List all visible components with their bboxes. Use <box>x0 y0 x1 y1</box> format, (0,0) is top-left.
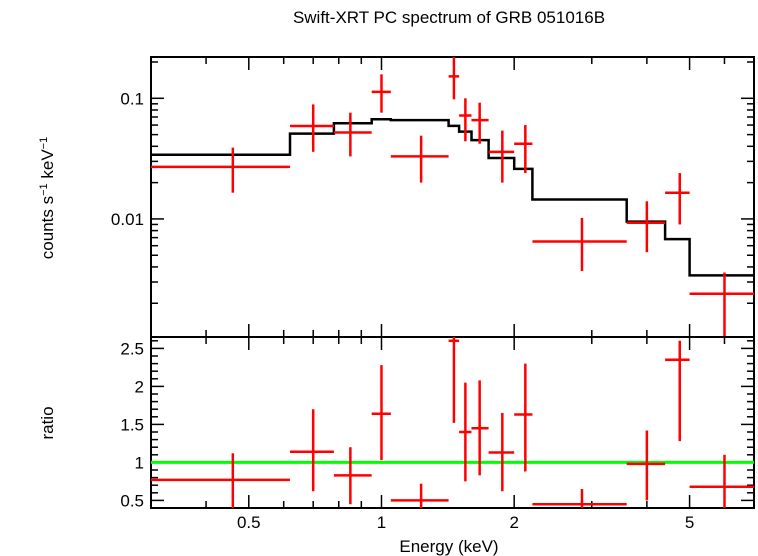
spectrum-data-point <box>689 272 754 337</box>
x-tick-label: 2 <box>509 513 518 532</box>
ratio-y-tick-label: 2 <box>135 377 144 396</box>
ratio-y-tick-label: 1.5 <box>120 415 144 434</box>
ratio-data-point <box>689 454 754 508</box>
spectrum-data-point <box>459 98 472 142</box>
ratio-data-point <box>626 430 666 501</box>
x-tick-label: 5 <box>685 513 694 532</box>
ratio-data-point <box>448 337 460 423</box>
x-axis-label: Energy (keV) <box>399 537 498 556</box>
ratio-data-point <box>390 483 449 508</box>
spectrum-y-tick-label: 0.01 <box>111 210 144 229</box>
spectrum-data-point <box>665 173 690 225</box>
ratio-data-point <box>289 409 334 492</box>
ratio-data-point <box>151 453 290 508</box>
spectrum-data-point <box>532 217 627 272</box>
ratio-data-point <box>459 382 472 482</box>
ratio-data-point <box>665 340 690 442</box>
ratio-y-tick-label: 0.5 <box>120 491 144 510</box>
spectrum-data-point <box>448 57 460 100</box>
spectrum-data-point <box>471 102 489 144</box>
ratio-data-point <box>333 447 372 505</box>
spectrum-panel: 0.1 0.01 <box>111 56 755 338</box>
ratio-data-point <box>371 365 391 461</box>
spectrum-frame <box>150 56 755 338</box>
spectrum-y-axis-label: counts s−1 keV−1 <box>38 137 57 259</box>
chart-title: Swift-XRT PC spectrum of GRB 051016B <box>293 8 605 27</box>
spectrum-data-point <box>390 135 449 183</box>
ratio-data-point <box>488 413 515 492</box>
x-tick-label: 0.5 <box>237 513 261 532</box>
ratio-y-tick-label: 1 <box>135 453 144 472</box>
spectrum-y-tick-label: 0.1 <box>120 89 144 108</box>
ratio-panel: 0.5 1 1.5 2 2.5 0.5 1 2 5 <box>120 336 755 532</box>
spectrum-data-point <box>333 112 372 157</box>
ratio-frame <box>150 336 755 509</box>
x-tick-label: 1 <box>377 513 386 532</box>
spectrum-data-point <box>371 74 391 113</box>
ratio-data-point <box>471 380 489 476</box>
ratio-data-point <box>532 489 627 508</box>
model-step-line <box>151 118 754 277</box>
spectrum-data-point <box>514 125 533 174</box>
spectrum-data-point <box>626 201 666 253</box>
ratio-data-point <box>514 363 533 472</box>
spectrum-data-point <box>488 130 515 183</box>
spectrum-data-point <box>289 104 334 152</box>
spectrum-data-point <box>151 147 290 193</box>
ratio-y-tick-label: 2.5 <box>120 339 144 358</box>
ratio-y-axis-label: ratio <box>38 406 57 439</box>
